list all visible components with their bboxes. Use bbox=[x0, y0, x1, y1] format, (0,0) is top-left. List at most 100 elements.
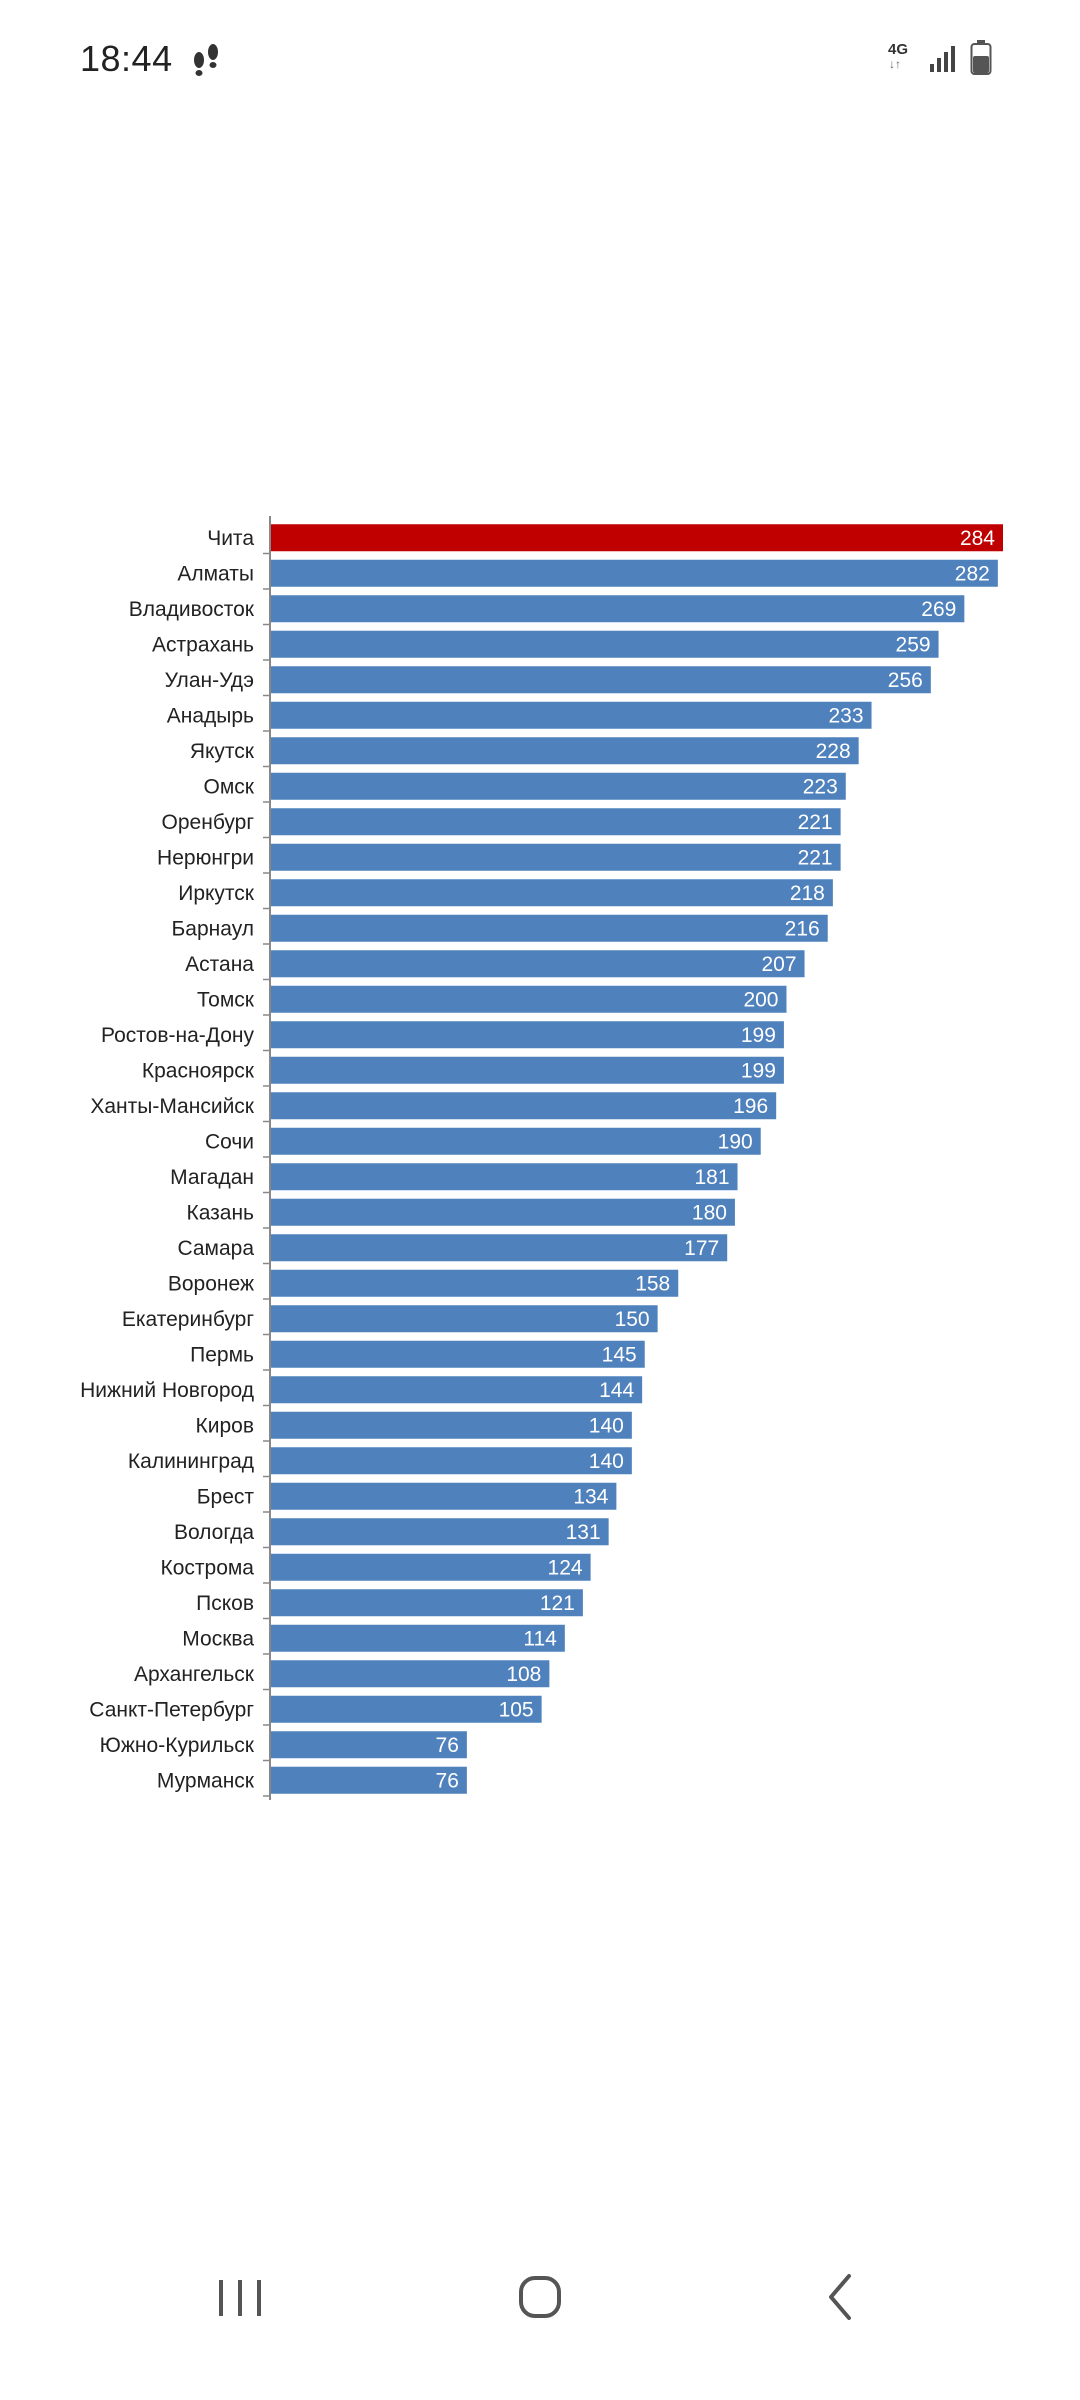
value-label: 76 bbox=[436, 1734, 459, 1757]
value-label: 105 bbox=[499, 1698, 534, 1721]
category-label: Нерюнгри bbox=[157, 846, 254, 869]
status-time: 18:44 bbox=[80, 38, 173, 79]
value-label: 269 bbox=[921, 598, 956, 621]
category-label: Санкт-Петербург bbox=[89, 1698, 254, 1721]
value-label: 180 bbox=[692, 1201, 727, 1224]
value-label: 131 bbox=[566, 1521, 601, 1544]
bar-8 bbox=[271, 808, 841, 836]
value-label: 282 bbox=[955, 562, 990, 585]
bar-5 bbox=[271, 701, 872, 729]
category-label: Астана bbox=[185, 953, 254, 976]
category-label: Астрахань bbox=[152, 633, 254, 656]
bar-1 bbox=[271, 559, 998, 587]
category-label: Ростов-на-Дону bbox=[101, 1024, 254, 1047]
category-label: Москва bbox=[182, 1627, 254, 1650]
category-label: Барнаул bbox=[172, 917, 254, 940]
bar-12 bbox=[271, 950, 805, 978]
bar-26 bbox=[271, 1447, 632, 1475]
category-label: Магадан bbox=[170, 1166, 254, 1189]
bar-4 bbox=[271, 666, 931, 694]
value-label: 233 bbox=[829, 704, 864, 727]
bar-27 bbox=[271, 1482, 617, 1510]
bar-9 bbox=[271, 843, 841, 871]
battery-icon bbox=[970, 40, 992, 81]
category-label: Чита bbox=[207, 527, 254, 550]
signal-icon bbox=[928, 44, 958, 79]
bar-28 bbox=[271, 1518, 609, 1546]
value-label: 284 bbox=[960, 527, 995, 550]
value-label: 144 bbox=[599, 1379, 634, 1402]
value-label: 121 bbox=[540, 1592, 575, 1615]
bar-32 bbox=[271, 1660, 550, 1688]
value-label: 76 bbox=[436, 1769, 459, 1792]
category-label: Пермь bbox=[190, 1343, 254, 1366]
category-label: Вологда bbox=[174, 1521, 254, 1544]
bar-13 bbox=[271, 985, 787, 1013]
bar-35 bbox=[271, 1766, 467, 1794]
value-label: 256 bbox=[888, 669, 923, 692]
value-label: 181 bbox=[694, 1166, 729, 1189]
category-label: Улан-Удэ bbox=[165, 669, 254, 692]
category-label: Мурманск bbox=[157, 1769, 255, 1792]
category-label: Алматы bbox=[177, 562, 254, 585]
value-label: 228 bbox=[816, 740, 851, 763]
value-label: 140 bbox=[589, 1450, 624, 1473]
value-label: 124 bbox=[548, 1556, 583, 1579]
value-label: 200 bbox=[743, 988, 778, 1011]
network-type: 4G bbox=[888, 41, 909, 58]
value-label: 259 bbox=[896, 633, 931, 656]
value-label: 199 bbox=[741, 1059, 776, 1082]
bar-19 bbox=[271, 1198, 735, 1226]
category-label: Ханты-Мансийск bbox=[90, 1095, 254, 1118]
back-icon[interactable] bbox=[795, 2250, 885, 2340]
value-label: 221 bbox=[798, 811, 833, 834]
network-arrows: ↓↑ bbox=[889, 57, 901, 71]
category-label: Сочи bbox=[205, 1130, 254, 1153]
category-label: Томск bbox=[197, 988, 255, 1011]
value-label: 145 bbox=[602, 1343, 637, 1366]
category-label: Казань bbox=[186, 1201, 254, 1224]
bar-22 bbox=[271, 1305, 658, 1333]
bar-0 bbox=[271, 524, 1003, 552]
bar-34 bbox=[271, 1731, 467, 1759]
status-bar: 18:44 4G ↓↑ bbox=[0, 0, 1080, 120]
value-label: 221 bbox=[798, 846, 833, 869]
bar-3 bbox=[271, 630, 939, 658]
category-label: Воронеж bbox=[168, 1272, 254, 1295]
value-label: 199 bbox=[741, 1024, 776, 1047]
category-label: Самара bbox=[177, 1237, 254, 1260]
bar-14 bbox=[271, 1021, 784, 1049]
category-label: Владивосток bbox=[129, 598, 255, 621]
value-label: 218 bbox=[790, 882, 825, 905]
bar-33 bbox=[271, 1695, 542, 1723]
bar-11 bbox=[271, 914, 828, 942]
home-icon[interactable] bbox=[495, 2250, 585, 2340]
value-label: 150 bbox=[615, 1308, 650, 1331]
value-label: 114 bbox=[523, 1627, 557, 1650]
bar-7 bbox=[271, 772, 846, 800]
navigation-bar bbox=[0, 2230, 1080, 2370]
category-label: Брест bbox=[197, 1485, 255, 1508]
bar-6 bbox=[271, 737, 859, 765]
bar-18 bbox=[271, 1163, 738, 1191]
category-label: Калининград bbox=[128, 1450, 254, 1473]
value-label: 108 bbox=[506, 1663, 541, 1686]
bar-30 bbox=[271, 1589, 583, 1617]
bar-16 bbox=[271, 1092, 777, 1120]
value-label: 158 bbox=[635, 1272, 670, 1295]
value-label: 190 bbox=[718, 1130, 753, 1153]
recents-icon[interactable] bbox=[195, 2250, 285, 2340]
value-label: 216 bbox=[785, 917, 820, 940]
category-label: Южно-Курильск bbox=[100, 1734, 255, 1757]
category-label: Нижний Новгород bbox=[80, 1379, 254, 1402]
footsteps-icon bbox=[188, 40, 224, 85]
value-label: 223 bbox=[803, 775, 838, 798]
category-label: Омск bbox=[204, 775, 255, 798]
value-label: 134 bbox=[573, 1485, 608, 1508]
category-label: Оренбург bbox=[162, 811, 255, 834]
bars-group: Чита 284 Алматы 282 Владивосток 269 Астрахань 2… bbox=[80, 524, 1003, 1797]
bar-25 bbox=[271, 1411, 632, 1439]
category-label: Анадырь bbox=[167, 704, 254, 727]
value-label: 207 bbox=[761, 953, 796, 976]
bar-17 bbox=[271, 1127, 761, 1155]
